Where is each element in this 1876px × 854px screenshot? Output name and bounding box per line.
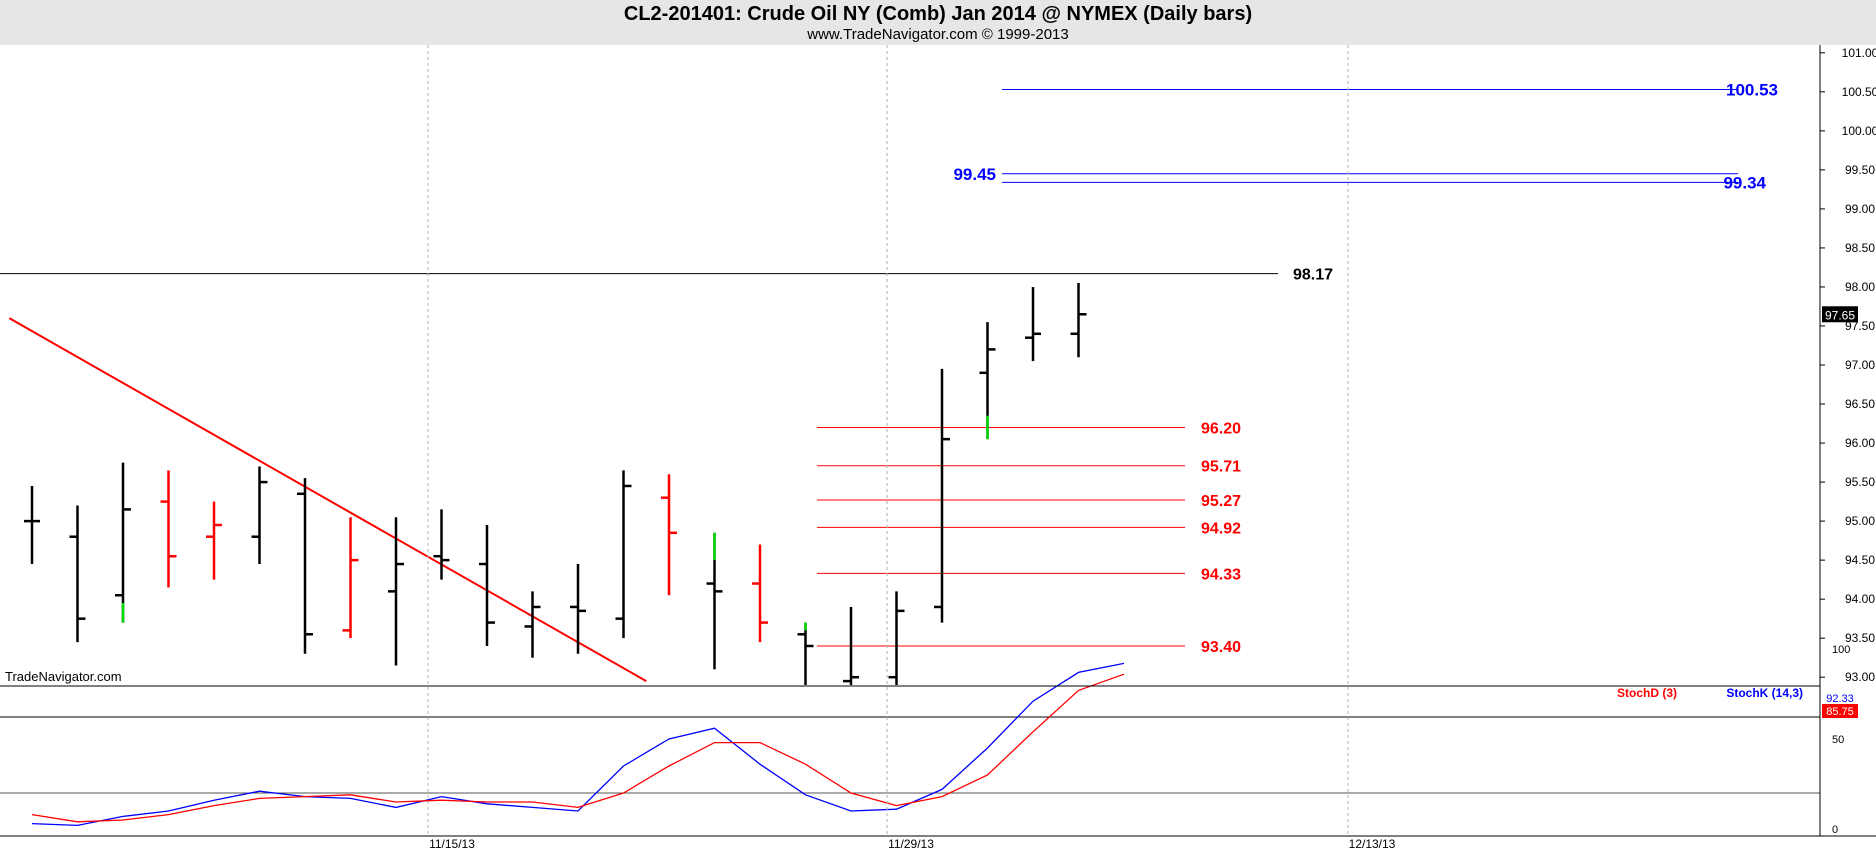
price-level-label: 95.71 (1201, 459, 1241, 476)
price-level-label: 100.53 (1726, 80, 1778, 99)
y-tick-label: 101.00 (1842, 46, 1876, 60)
stoch-series-line (31, 673, 1125, 823)
stoch-d-value-box (1822, 704, 1858, 718)
price-level-label: 99.45 (953, 165, 996, 184)
price-panel: TradeNavigator.com 100.53 99.45 99.34 98.17 9… (0, 80, 1858, 686)
y-tick-label: 97.00 (1845, 358, 1875, 372)
y-tick-label: 95.50 (1845, 475, 1875, 489)
y-tick-label: 99.50 (1845, 163, 1875, 177)
chart-header (0, 0, 1876, 45)
stoch-y-tick-label: 50 (1832, 734, 1844, 746)
price-level-label: 93.40 (1201, 639, 1241, 656)
chart-subtitle: www.TradeNavigator.com © 1999-2013 (807, 26, 1069, 43)
legend-stoch-d: StochD (3) (1617, 686, 1677, 700)
y-tick-label: 100.00 (1842, 124, 1876, 138)
price-level-label: 94.33 (1201, 566, 1241, 583)
y-tick-label: 95.00 (1845, 514, 1875, 528)
y-tick-label: 93.00 (1845, 670, 1875, 684)
price-level-label: 99.34 (1723, 173, 1766, 192)
stoch-series-line (31, 662, 1125, 827)
chart-title: CL2-201401: Crude Oil NY (Comb) Jan 2014… (623, 3, 1253, 25)
y-tick-label: 99.00 (1845, 202, 1875, 216)
axes: 11/15/13 11/29/13 12/13/13 93.00 93.50 94.00 9… (0, 45, 1876, 851)
y-tick-label: 98.50 (1845, 241, 1875, 255)
stoch-d-last-value: 85.75 (1826, 706, 1854, 718)
y-tick-label: 97.50 (1845, 319, 1875, 333)
trendline (8, 317, 647, 682)
x-tick-label: 11/29/13 (888, 837, 934, 851)
price-level-label: 98.17 (1293, 267, 1333, 284)
y-tick-label: 96.50 (1845, 397, 1875, 411)
y-tick-label: 100.50 (1842, 85, 1876, 99)
y-tick-label: 94.00 (1845, 592, 1875, 606)
price-level-label: 96.20 (1201, 420, 1241, 437)
price-level-label: 95.27 (1201, 493, 1241, 510)
x-tick-label: 12/13/13 (1349, 837, 1396, 851)
x-tick-label: 11/15/13 (429, 837, 475, 851)
y-tick-label: 93.50 (1845, 631, 1875, 645)
stoch-y-tick-label: 100 (1832, 644, 1850, 656)
price-bars (8, 283, 1087, 686)
stoch-k-value-box (1822, 692, 1858, 705)
price-level-label: 94.92 (1201, 520, 1241, 537)
y-tick-label: 98.00 (1845, 280, 1875, 294)
legend-stoch-k: StochK (14,3) (1726, 686, 1803, 700)
last-price-box (1822, 306, 1858, 323)
last-price-label: 97.65 (1825, 308, 1855, 322)
stoch-y-tick-label: 0 (1832, 824, 1838, 836)
y-tick-label: 96.00 (1845, 436, 1875, 450)
watermark-text: TradeNavigator.com (5, 669, 122, 684)
stoch-k-last-value: 92.33 (1826, 693, 1854, 705)
y-tick-label: 94.50 (1845, 553, 1875, 567)
